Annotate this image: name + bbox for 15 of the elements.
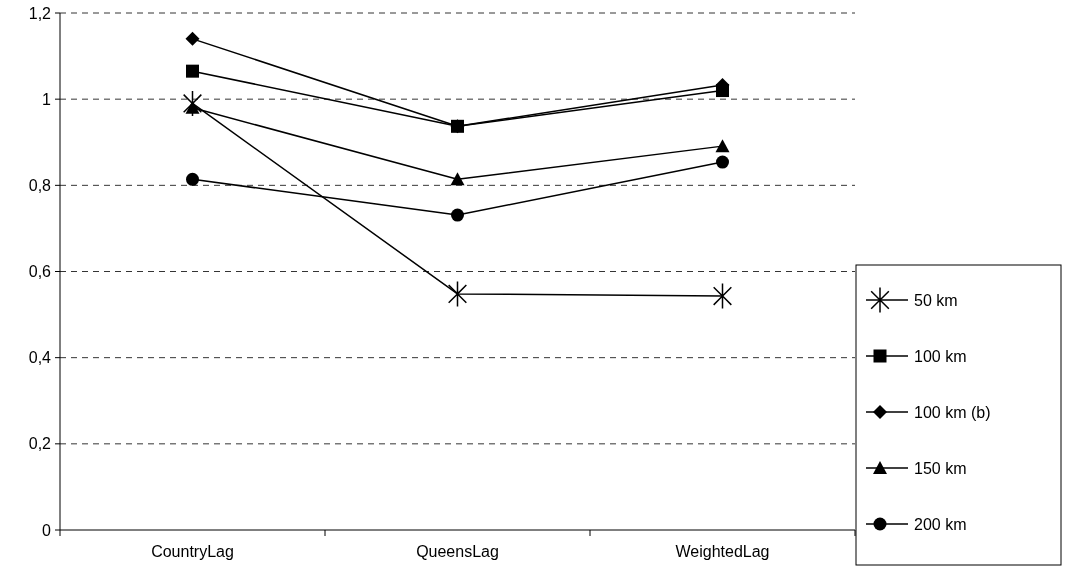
x-tick-label: WeightedLag <box>675 543 770 560</box>
x-tick-label: CountryLag <box>151 543 234 560</box>
y-tick-label: 0,6 <box>28 263 52 281</box>
y-tick-label: 0,8 <box>28 176 52 194</box>
x-tick-label: QueensLag <box>416 543 499 560</box>
y-tick-label: 0 <box>42 521 52 539</box>
legend-label: 100 km (b) <box>914 403 991 421</box>
legend-label: 150 km <box>914 459 967 477</box>
y-tick-label: 0,2 <box>28 435 52 453</box>
y-tick-label: 0,4 <box>28 349 52 367</box>
legend-label: 50 km <box>914 291 958 309</box>
y-tick-label: 1 <box>42 90 52 108</box>
legend-label: 100 km <box>914 347 967 365</box>
legend-label: 200 km <box>914 515 967 533</box>
y-tick-label: 1,2 <box>28 4 52 22</box>
